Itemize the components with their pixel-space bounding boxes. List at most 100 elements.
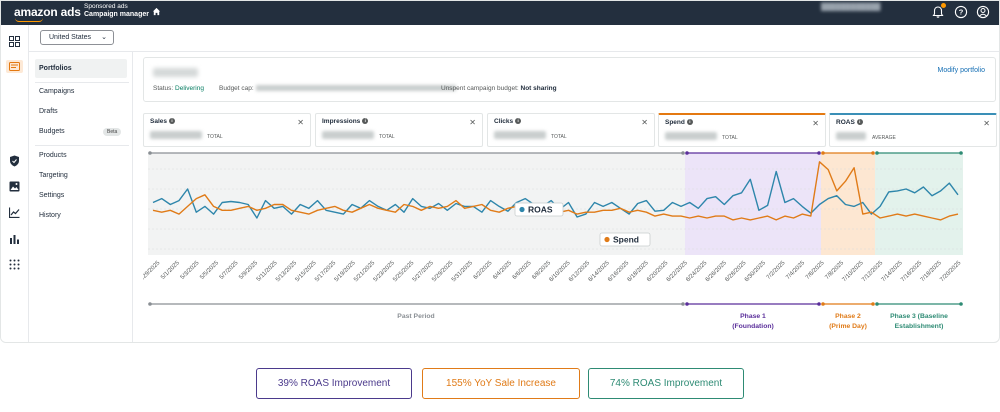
portfolio-budget: Budget cap: — [219, 85, 456, 92]
metric-card-clicks[interactable]: Clicks i TOTAL ✕ — [487, 113, 655, 147]
phase-rule-dot — [685, 302, 689, 306]
nav-item-campaigns[interactable]: Campaigns — [39, 88, 75, 95]
nav-item-portfolios[interactable]: Portfolios — [35, 59, 127, 78]
modify-portfolio-link[interactable]: Modify portfolio — [937, 67, 985, 74]
x-tick-label: 7/2/2025 — [766, 260, 787, 281]
phase-rule-dot — [959, 302, 963, 306]
metric-label: Spend i — [665, 119, 693, 126]
x-tick-label: 7/20/2025 — [939, 260, 963, 284]
product-small-label: Sponsored ads — [84, 3, 128, 10]
metric-value-blurred — [665, 132, 717, 140]
metric-value-blurred — [494, 131, 546, 139]
budget-label: Budget cap: — [219, 85, 254, 92]
improvement-box-roas-74: 74% ROAS Improvement — [588, 368, 744, 399]
nav-item-targeting[interactable]: Targeting — [39, 172, 68, 179]
close-icon[interactable]: ✕ — [297, 118, 304, 127]
metric-sub: TOTAL — [551, 134, 567, 140]
help-icon[interactable]: ? — [954, 5, 968, 19]
spend-callout-label: Spend — [613, 235, 639, 245]
info-icon[interactable]: i — [856, 119, 863, 126]
bell-icon[interactable] — [931, 5, 945, 19]
header-divider — [29, 51, 999, 52]
roas-callout-label: ROAS — [528, 205, 553, 215]
top-bar: amazon ads Sponsored ads Campaign manage… — [1, 1, 999, 25]
line-chart-icon[interactable] — [8, 206, 21, 219]
metric-card-impressions[interactable]: Impressions i TOTAL ✕ — [315, 113, 483, 147]
phase-bands — [148, 153, 963, 255]
amazon-ads-logo[interactable]: amazon ads — [14, 5, 81, 19]
phase-rule-dot — [148, 302, 152, 306]
bar-chart-icon[interactable] — [8, 232, 21, 245]
metric-sub: TOTAL — [207, 134, 223, 140]
chevron-down-icon: ⌄ — [101, 34, 107, 41]
series-callouts: ROAS Spend — [514, 202, 651, 247]
phase-rules — [148, 151, 963, 306]
phase-sublabel: Establishment) — [895, 323, 944, 330]
x-tick-label: 7/6/2025 — [805, 260, 826, 281]
close-icon[interactable]: ✕ — [812, 119, 819, 128]
x-tick-label: 5/5/2025 — [199, 260, 220, 281]
phase-rule-dot — [959, 151, 963, 155]
metric-card-roas[interactable]: ROAS i AVERAGE ✕ — [829, 113, 997, 147]
shield-icon[interactable] — [8, 154, 21, 167]
status-value: Delivering — [175, 85, 204, 92]
improvement-box-sales-155: 155% YoY Sale Increase — [422, 368, 580, 399]
metric-value-blurred — [150, 131, 202, 139]
x-tick-label: 5/1/2025 — [160, 260, 181, 281]
dashboard-icon[interactable] — [8, 35, 21, 48]
side-nav: Portfolios Campaigns Drafts Budgets Prod… — [29, 52, 133, 342]
info-icon[interactable]: i — [362, 118, 369, 125]
metric-label: Clicks i — [494, 118, 522, 125]
left-rail — [1, 25, 29, 342]
home-icon[interactable] — [152, 7, 161, 16]
product-name: Sponsored ads Campaign manager — [84, 3, 149, 19]
portfolio-unspent: Unspent campaign budget: Not sharing — [441, 85, 557, 92]
metric-value-blurred — [836, 132, 866, 140]
phase-band — [875, 153, 963, 255]
x-tick-label: 6/2/2025 — [473, 260, 494, 281]
metric-card-sales[interactable]: Sales i TOTAL ✕ — [143, 113, 311, 147]
apps-grid-icon[interactable] — [8, 258, 21, 271]
portfolio-status: Status: Delivering — [153, 85, 204, 92]
phase-rule-dot — [685, 151, 689, 155]
user-icon[interactable] — [976, 5, 990, 19]
info-icon[interactable]: i — [686, 119, 693, 126]
close-icon[interactable]: ✕ — [641, 118, 648, 127]
portfolio-card: Modify portfolio Status: Delivering Budg… — [143, 57, 996, 102]
roas-callout-dot — [519, 206, 525, 213]
nav-item-budgets[interactable]: Budgets — [39, 128, 65, 135]
info-icon[interactable]: i — [515, 118, 522, 125]
unspent-value: Not sharing — [520, 85, 557, 92]
app-window: amazon ads Sponsored ads Campaign manage… — [0, 0, 1000, 343]
nav-item-history[interactable]: History — [39, 212, 61, 219]
metric-name: ROAS — [836, 119, 855, 126]
metric-card-spend[interactable]: Spend i TOTAL ✕ — [658, 113, 826, 147]
x-tick-labels: 4/29/20255/1/20255/3/20255/5/20255/7/202… — [143, 260, 963, 284]
nav-item-drafts[interactable]: Drafts — [39, 108, 58, 115]
close-icon[interactable]: ✕ — [983, 119, 990, 128]
account-name-blurred[interactable]: ████████████ — [821, 4, 881, 11]
metric-label: ROAS i — [836, 119, 863, 126]
campaign-icon[interactable] — [6, 60, 23, 73]
performance-chart: 4/29/20255/1/20255/3/20255/5/20255/7/202… — [143, 151, 963, 330]
phase-rule-dot — [871, 302, 875, 306]
nav-item-settings[interactable]: Settings — [39, 192, 65, 199]
info-icon[interactable]: i — [169, 118, 175, 125]
phase-rule-dot — [821, 302, 825, 306]
nav-divider — [35, 145, 129, 146]
spend-callout-dot — [604, 236, 610, 243]
phase-rule-dot — [817, 151, 821, 155]
country-select[interactable]: United States ⌄ — [40, 30, 114, 45]
status-label: Status: — [153, 85, 176, 92]
phase-label: Phase 2 — [835, 313, 861, 320]
close-icon[interactable]: ✕ — [469, 118, 476, 127]
x-tick-label: 4/29/2025 — [143, 260, 162, 284]
nav-item-products[interactable]: Products — [39, 152, 67, 159]
metric-name: Impressions — [322, 118, 361, 125]
phase-band — [148, 153, 685, 255]
image-icon[interactable] — [8, 180, 21, 193]
roas-callout-box — [514, 202, 564, 217]
phase-rule-dot — [817, 302, 821, 306]
x-tick-label: 6/6/2025 — [512, 260, 533, 281]
phase-rule-dot — [871, 151, 875, 155]
